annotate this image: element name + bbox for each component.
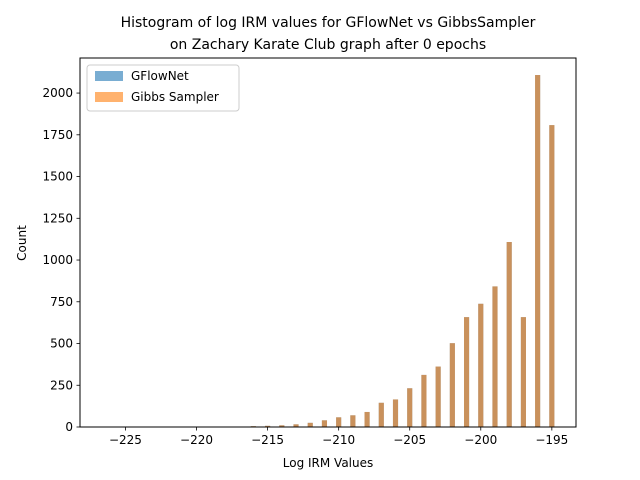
y-tick-label: 1500 <box>42 170 73 184</box>
bar-gibbs-sampler-17 <box>478 303 484 427</box>
x-tick-label: −195 <box>535 433 568 447</box>
axes-group <box>79 57 577 428</box>
bar-gibbs-sampler-22 <box>549 125 555 428</box>
legend-label-gibbs-sampler: Gibbs Sampler <box>131 90 219 104</box>
bar-gibbs-sampler-3 <box>279 425 285 427</box>
y-tick-label: 1000 <box>42 253 73 267</box>
x-tick-label: −205 <box>393 433 426 447</box>
x-tick-label: −215 <box>251 433 284 447</box>
y-tick-label: 0 <box>65 420 73 434</box>
bar-gibbs-sampler-4 <box>293 424 299 427</box>
bar-gibbs-sampler-16 <box>464 317 470 427</box>
x-tick-label: −200 <box>464 433 497 447</box>
bar-gibbs-sampler-11 <box>392 399 399 427</box>
legend-swatch-gibbs-sampler <box>95 92 123 102</box>
chart-title-line-1: Histogram of log IRM values for GFlowNet… <box>121 15 536 31</box>
bar-gibbs-sampler-21 <box>535 75 541 427</box>
y-tick-label: 2000 <box>42 86 73 100</box>
y-tick-label: 250 <box>50 378 73 392</box>
bar-gibbs-sampler-7 <box>336 417 342 427</box>
legend-label-gflownet: GFlowNet <box>131 69 189 83</box>
y-ticks-group: 0 250 500 750 1000 1250 1500 1750 2000 <box>42 86 80 434</box>
x-tick-label: −220 <box>180 433 213 447</box>
y-tick-label: 1250 <box>42 211 73 225</box>
chart-title-line-2: on Zachary Karate Club graph after 0 epo… <box>170 37 486 53</box>
legend-box <box>86 64 240 112</box>
bar-gibbs-sampler-19 <box>506 242 512 427</box>
plot-frame <box>79 57 577 428</box>
x-tick-label: −225 <box>109 433 142 447</box>
bar-gibbs-sampler-5 <box>307 422 313 427</box>
bar-gibbs-sampler-20 <box>520 317 526 427</box>
bar-gibbs-sampler-12 <box>407 388 413 427</box>
x-axis-label: Log IRM Values <box>283 456 374 470</box>
legend-swatch-gflownet <box>95 71 123 81</box>
bar-gibbs-sampler-10 <box>378 402 384 427</box>
bar-gibbs-sampler-13 <box>421 374 427 427</box>
bars-group <box>236 75 555 428</box>
bar-gibbs-sampler-18 <box>492 286 498 427</box>
bar-gibbs-sampler-9 <box>364 411 370 427</box>
x-tick-label: −210 <box>322 433 355 447</box>
y-axis-label: Count <box>15 225 29 261</box>
bar-gibbs-sampler-6 <box>321 420 328 427</box>
y-tick-label: 500 <box>50 337 73 351</box>
y-tick-label: 1750 <box>42 128 73 142</box>
legend: GFlowNet Gibbs Sampler <box>86 64 240 112</box>
x-ticks-group: −225 −220 −215 −210 −205 −200 −195 <box>109 427 568 447</box>
y-tick-label: 750 <box>50 295 73 309</box>
bar-gibbs-sampler-14 <box>435 366 441 427</box>
bar-gibbs-sampler-15 <box>449 343 455 427</box>
bar-gibbs-sampler-2 <box>265 425 271 427</box>
bar-gibbs-sampler-8 <box>350 415 356 427</box>
